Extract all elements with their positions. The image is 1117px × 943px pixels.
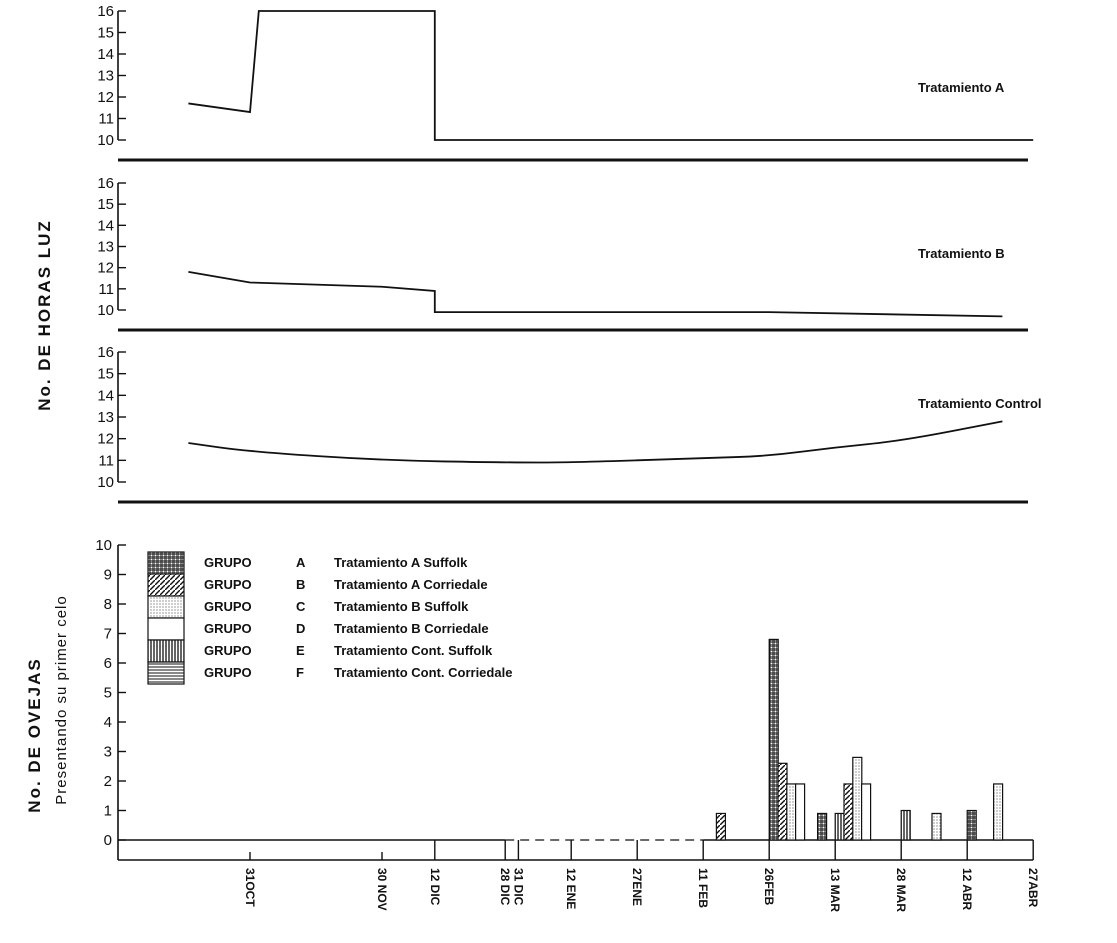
legend-swatch-diag — [147, 573, 185, 597]
legend-label: Tratamiento A Suffolk — [334, 555, 468, 570]
bar-grid — [816, 812, 828, 841]
y-tick-label: 6 — [104, 655, 112, 672]
y-tick-label: 12 — [97, 89, 114, 106]
y-tick-label: 11 — [98, 452, 114, 469]
x-tick-label: 31 DIC — [511, 868, 525, 906]
y-tick-label: 14 — [97, 217, 114, 234]
legend-group: GRUPO — [204, 599, 252, 614]
bar-dots — [992, 783, 1004, 841]
legend-letter: C — [296, 599, 306, 614]
legend-letter: B — [296, 577, 305, 592]
legend-swatch-dots — [147, 595, 185, 619]
legend-letter: D — [296, 621, 305, 636]
panel-treatment-b: 10 11 12 13 14 15 16 Tratamiento B — [97, 175, 1004, 319]
y-tick-label: 10 — [97, 302, 114, 319]
y-tick-label: 15 — [97, 366, 114, 383]
legend-swatch-vert — [147, 639, 185, 663]
bar-grid — [966, 809, 977, 841]
legend-label: Tratamiento B Suffolk — [334, 599, 469, 614]
y-tick-label: 13 — [97, 68, 114, 85]
legend-swatch-grid — [147, 551, 185, 575]
bar-blank — [794, 783, 806, 841]
line-treatment-a — [188, 10, 1034, 141]
y-tick-label: 13 — [97, 409, 114, 426]
legend-label: Tratamiento Cont. Suffolk — [334, 643, 493, 658]
x-tick-label: 13 MAR — [828, 868, 842, 912]
legend-swatch-blank — [147, 617, 185, 641]
legend-group: GRUPO — [204, 555, 252, 570]
bar-grid — [768, 638, 779, 841]
y-tick-label: 10 — [97, 474, 114, 491]
legend-swatch-horiz — [147, 661, 185, 685]
y-axis-label-hours: No. DE HORAS LUZ — [35, 219, 54, 411]
legend-group: GRUPO — [204, 665, 252, 680]
x-tick-label: 11 FEB — [696, 868, 710, 908]
x-tick-label: 26FEB — [762, 868, 776, 906]
legend-letter: E — [296, 643, 305, 658]
legend-label: Tratamiento Cont. Corriedale — [334, 665, 512, 680]
bar-blank — [860, 783, 872, 841]
y-tick-label: 14 — [97, 387, 114, 404]
y-tick-label: 10 — [97, 132, 114, 149]
y-axis-label-sheep: No. DE OVEJAS — [25, 657, 44, 812]
x-tick-label: 27ABR — [1026, 868, 1040, 908]
line-treatment-control — [188, 420, 1003, 464]
y-tick-label: 1 — [104, 803, 112, 820]
bar-diag — [843, 783, 854, 841]
legend-group: GRUPO — [204, 643, 252, 658]
legend-group: GRUPO — [204, 577, 252, 592]
legend-letter: A — [296, 555, 306, 570]
y-tick-label: 3 — [104, 744, 112, 761]
y-tick-label: 10 — [95, 537, 112, 554]
bar-dots — [786, 783, 797, 841]
x-tick-label: 27ENE — [630, 868, 644, 906]
y-tick-label: 7 — [104, 626, 112, 643]
panel-treatment-control: 10 11 12 13 14 15 16 Tratamiento Control — [97, 344, 1041, 491]
y-tick-label: 13 — [97, 239, 114, 256]
y-tick-label: 2 — [104, 773, 112, 790]
legend-letter: F — [296, 665, 304, 680]
x-tick-label: 28 MAR — [894, 868, 908, 912]
y-tick-label: 16 — [97, 3, 114, 20]
panel-sheep-bars: 0 1 2 3 4 5 6 7 8 9 10 31OCT 30 NOV 12 DIC 28 DIC 31 D… — [95, 537, 1040, 912]
y-tick-label: 0 — [104, 832, 112, 849]
bar-dots — [852, 756, 863, 841]
legend-label: Tratamiento B Corriedale — [334, 621, 489, 636]
y-tick-label: 11 — [98, 111, 114, 128]
legend-group: GRUPO — [204, 621, 252, 636]
legend-label: Tratamiento A Corriedale — [334, 577, 488, 592]
x-tick-label: 31OCT — [243, 868, 257, 907]
panel-treatment-a: 10 11 12 13 14 15 16 Tratamiento A — [97, 3, 1034, 149]
y-tick-label: 16 — [97, 175, 114, 192]
label-treatment-control: Tratamiento Control — [918, 396, 1042, 411]
y-tick-label: 5 — [104, 685, 112, 702]
bar-diag — [715, 812, 727, 841]
label-treatment-b: Tratamiento B — [918, 246, 1005, 261]
x-tick-label: 30 NOV — [375, 868, 389, 911]
y-tick-label: 12 — [97, 260, 114, 277]
y-tick-label: 15 — [97, 25, 114, 42]
label-treatment-a: Tratamiento A — [918, 80, 1005, 95]
y-tick-label: 16 — [97, 344, 114, 361]
y-tick-label: 4 — [104, 714, 112, 731]
y-tick-label: 12 — [97, 431, 114, 448]
x-tick-label: 12 DIC — [428, 868, 442, 906]
x-tick-label: 28 DIC — [498, 868, 512, 906]
bar-diag — [777, 762, 788, 841]
y-tick-label: 11 — [98, 281, 114, 298]
bar-vert — [900, 809, 911, 841]
line-treatment-b — [188, 271, 1003, 318]
bar-dots — [931, 812, 942, 841]
y-axis-label-sheep-sub: Presentando su primer celo — [53, 595, 70, 804]
y-tick-label: 9 — [104, 567, 112, 584]
bar-vert — [834, 812, 845, 841]
y-tick-label: 8 — [104, 596, 112, 613]
y-tick-label: 15 — [97, 196, 114, 213]
x-tick-label: 12 ENE — [564, 868, 578, 909]
y-tick-label: 14 — [97, 46, 114, 63]
x-tick-label: 12 ABR — [960, 868, 974, 911]
